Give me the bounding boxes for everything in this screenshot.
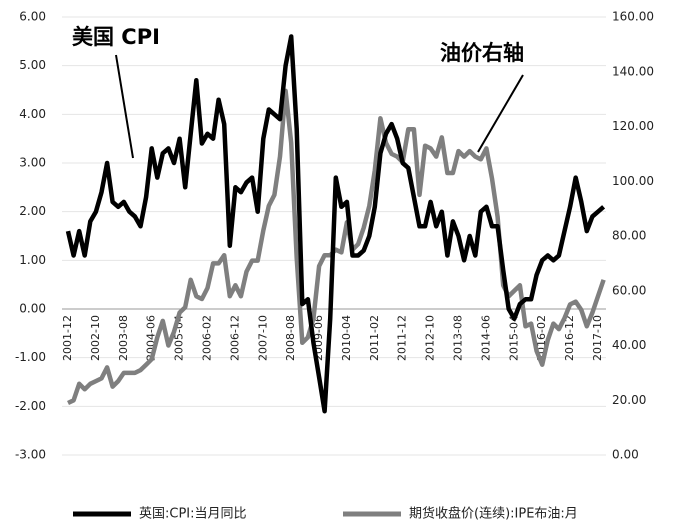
x-tick-label: 2011-12 [396,315,409,361]
annotation-arrow [477,74,524,153]
y2-tick-label: 0.00 [612,448,639,462]
annotation: 美国 CPI [72,25,160,49]
y-tick-label: 3.00 [19,156,46,170]
series-line [67,88,606,406]
y2-tick-label: 20.00 [612,393,646,407]
y-tick-label: 6.00 [19,10,46,24]
y2-tick-label: 160.00 [612,10,654,24]
y2-tick-label: 120.00 [612,119,654,133]
x-tick-label: 2006-02 [200,315,213,361]
y2-tick-label: 40.00 [612,338,646,352]
y2-tick-label: 60.00 [612,283,646,297]
x-tick-label: 2013-08 [452,315,465,361]
y-tick-label: -2.00 [15,399,46,413]
x-tick-label: 2012-10 [424,315,437,361]
x-tick-label: 2015-04 [507,315,520,361]
x-tick-label: 2007-10 [256,315,269,361]
y-tick-label: -3.00 [15,448,46,462]
x-tick-label: 2006-12 [228,315,241,361]
y2-tick-label: 140.00 [612,64,654,78]
x-tick-label: 2011-02 [368,315,381,361]
x-tick-label: 2014-06 [479,315,492,361]
y2-tick-label: 80.00 [612,229,646,243]
y2-tick-label: 100.00 [612,174,654,188]
annotation: 油价右轴 [440,41,524,65]
series-line [65,34,606,414]
x-tick-label: 2017-10 [591,315,604,361]
x-tick-label: 2008-08 [284,315,297,361]
x-tick-label: 2010-04 [340,315,353,361]
legend-label: 英国:CPI:当月同比 [139,507,247,522]
y-tick-label: 4.00 [19,107,46,121]
x-tick-label: 2016-12 [563,315,576,361]
x-tick-label: 2001-12 [61,315,74,361]
annotation-arrow [115,54,134,159]
x-tick-label: 2002-10 [89,315,102,361]
y-tick-label: 2.00 [19,204,46,218]
y-tick-label: -1.00 [15,350,46,364]
y-tick-label: 0.00 [19,302,46,316]
x-tick-label: 2003-08 [117,315,130,361]
plot: -3.00 -2.00 -1.00 0.00 1.00 2.00 3.00 4.00 5.00 6… [15,10,654,522]
y-tick-label: 5.00 [19,58,46,72]
legend-label: 期货收盘价(连续):IPE布油:月 [409,506,578,522]
y-tick-label: 1.00 [19,253,46,267]
